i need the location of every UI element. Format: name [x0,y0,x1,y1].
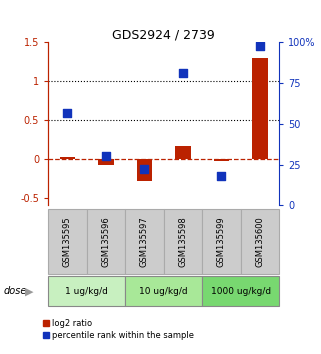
Legend: log2 ratio, percentile rank within the sample: log2 ratio, percentile rank within the s… [43,319,194,340]
Point [142,167,147,172]
Point [103,154,108,159]
Bar [252,58,268,159]
Bar [48,209,87,274]
Bar [175,145,191,159]
Text: GSM135597: GSM135597 [140,216,149,267]
Text: GSM135598: GSM135598 [178,216,187,267]
Bar [98,159,114,165]
Bar [241,209,279,274]
Point [180,70,186,76]
Point [219,173,224,179]
Text: GSM135599: GSM135599 [217,216,226,267]
Bar [214,159,229,161]
Bar [87,209,125,274]
Text: GSM135596: GSM135596 [101,216,110,267]
Bar [164,209,202,274]
Point [257,43,263,48]
Bar [202,276,279,306]
Text: GSM135600: GSM135600 [256,216,265,267]
Bar [202,209,241,274]
Text: ▶: ▶ [25,286,33,296]
Text: GSM135595: GSM135595 [63,216,72,267]
Bar [48,276,125,306]
Bar [125,276,202,306]
Point [65,110,70,115]
Text: 10 ug/kg/d: 10 ug/kg/d [139,287,188,296]
Text: dose: dose [3,286,27,296]
Title: GDS2924 / 2739: GDS2924 / 2739 [112,28,215,41]
Bar [60,157,75,159]
Bar [125,209,164,274]
Text: 1 ug/kg/d: 1 ug/kg/d [65,287,108,296]
Text: 1000 ug/kg/d: 1000 ug/kg/d [211,287,271,296]
Bar [137,159,152,181]
